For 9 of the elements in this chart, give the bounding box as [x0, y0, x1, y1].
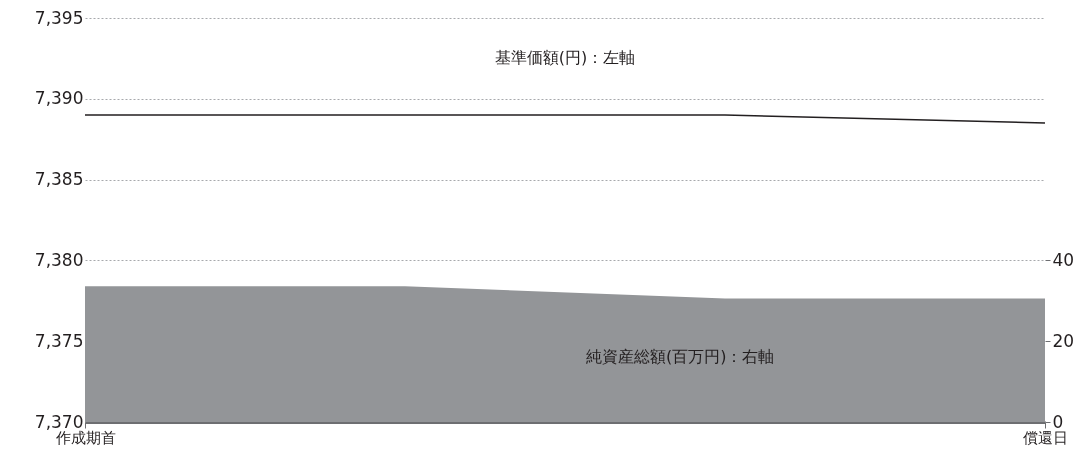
series-label: 純資産総額(百万円)：右軸	[585, 347, 775, 367]
y2-tick-label: 40	[1052, 249, 1075, 270]
y-tick-label: 7,380	[34, 249, 84, 270]
y-tick-label: 7,375	[34, 330, 84, 351]
y-tick-label: 7,390	[34, 88, 84, 109]
text: 基準価額(円)：左軸	[494, 48, 636, 68]
y-tick-label: 7,385	[34, 169, 84, 190]
y-tick-label: 7,395	[34, 7, 84, 28]
y2-tick-label: 20	[1052, 330, 1075, 351]
